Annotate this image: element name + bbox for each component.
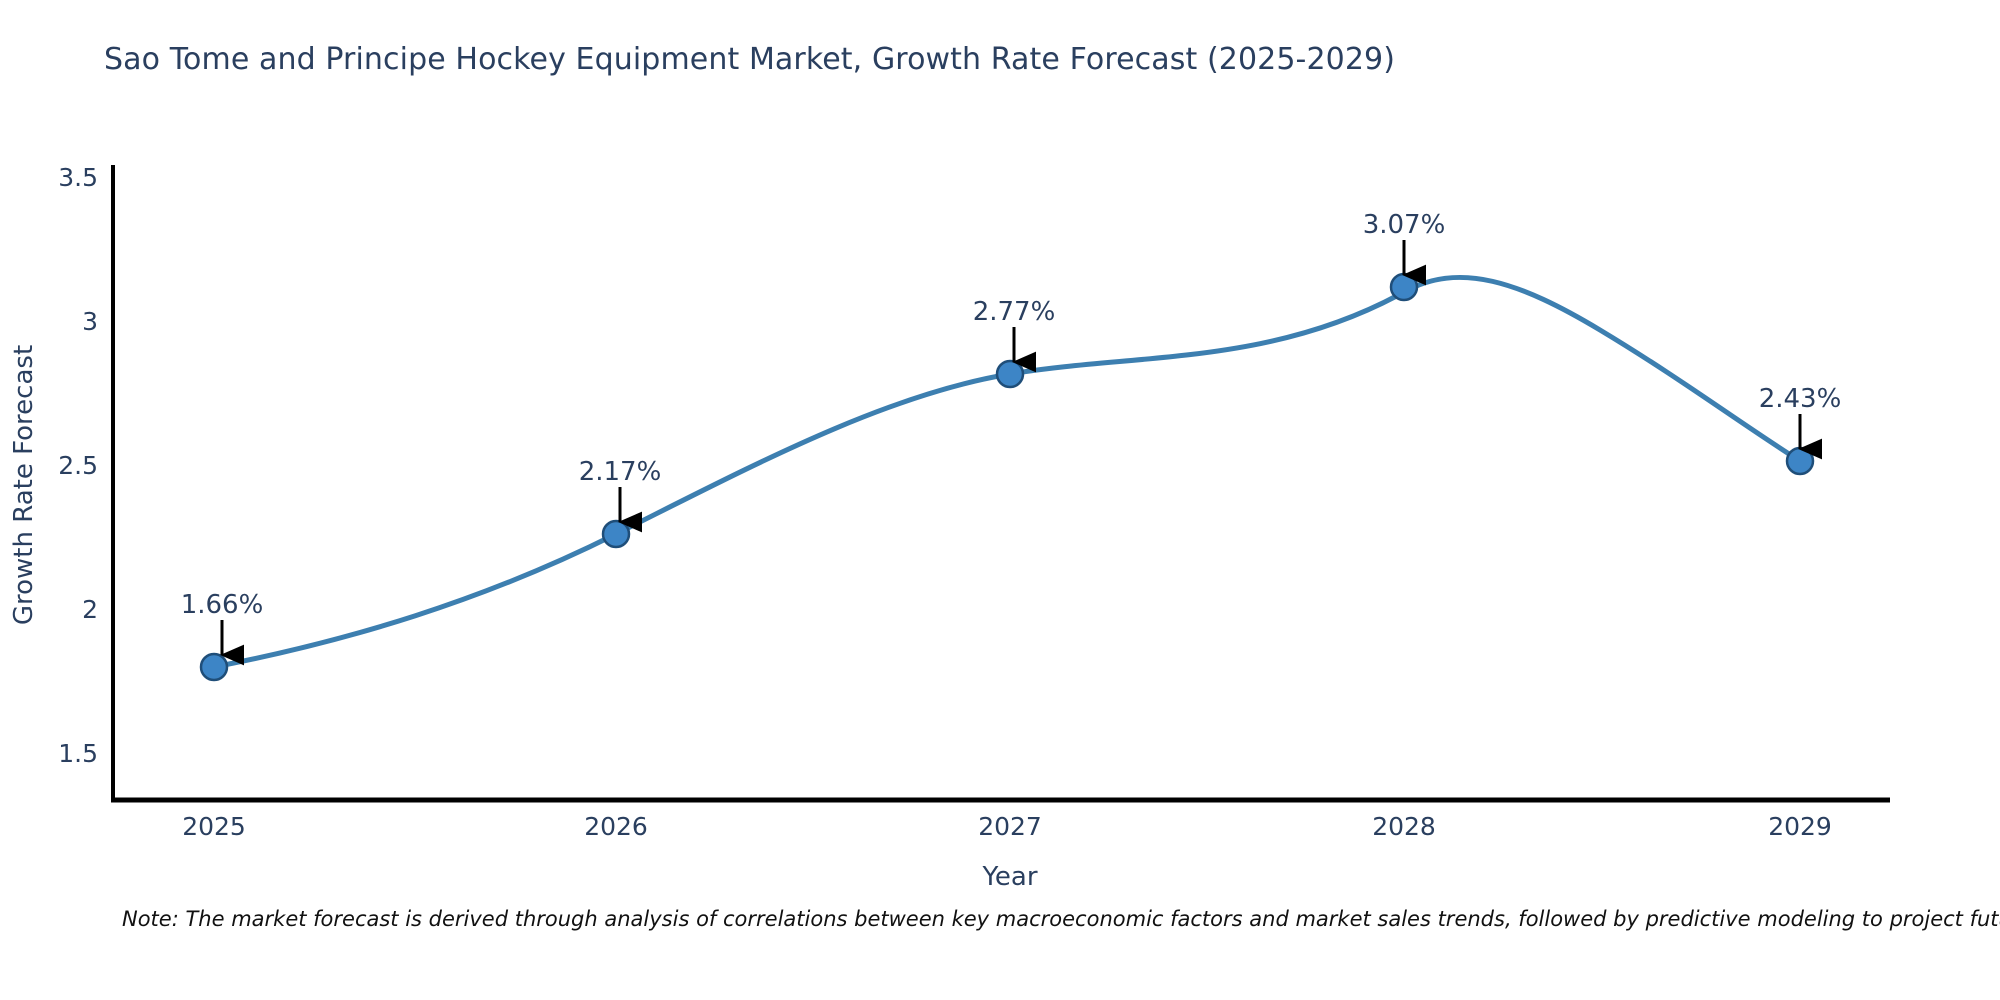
x-tick-label: 2025 bbox=[182, 812, 246, 841]
x-tick-label: 2029 bbox=[1768, 812, 1832, 841]
y-tick-label: 3.5 bbox=[58, 163, 98, 192]
data-point-label: 1.66% bbox=[181, 590, 264, 620]
x-axis-title: Year bbox=[981, 862, 1037, 892]
data-point-marker[interactable] bbox=[995, 359, 1025, 389]
data-point-label: 3.07% bbox=[1363, 210, 1446, 240]
y-tick-label: 3 bbox=[82, 307, 98, 336]
data-point-marker[interactable] bbox=[1389, 272, 1419, 302]
y-tick-label: 2.5 bbox=[58, 451, 98, 480]
y-axis-title: Growth Rate Forecast bbox=[9, 345, 39, 625]
x-tick-label: 2028 bbox=[1372, 812, 1436, 841]
data-point-marker[interactable] bbox=[1785, 446, 1815, 476]
data-point-marker[interactable] bbox=[601, 519, 631, 549]
y-tick-label: 1.5 bbox=[58, 739, 98, 768]
data-point-marker[interactable] bbox=[199, 652, 229, 682]
forecast-line-series bbox=[211, 274, 1803, 670]
chart-title: Sao Tome and Principe Hockey Equipment M… bbox=[104, 42, 1395, 77]
x-tick-label: 2027 bbox=[978, 812, 1042, 841]
x-tick-label: 2026 bbox=[584, 812, 648, 841]
data-point-label: 2.17% bbox=[579, 457, 662, 487]
y-tick-label: 2 bbox=[82, 595, 98, 624]
chart-footnote: Note: The market forecast is derived thr… bbox=[122, 907, 2000, 931]
data-point-label: 2.43% bbox=[1759, 384, 1842, 414]
plot-area bbox=[113, 165, 1890, 800]
data-point-label: 2.77% bbox=[973, 297, 1056, 327]
